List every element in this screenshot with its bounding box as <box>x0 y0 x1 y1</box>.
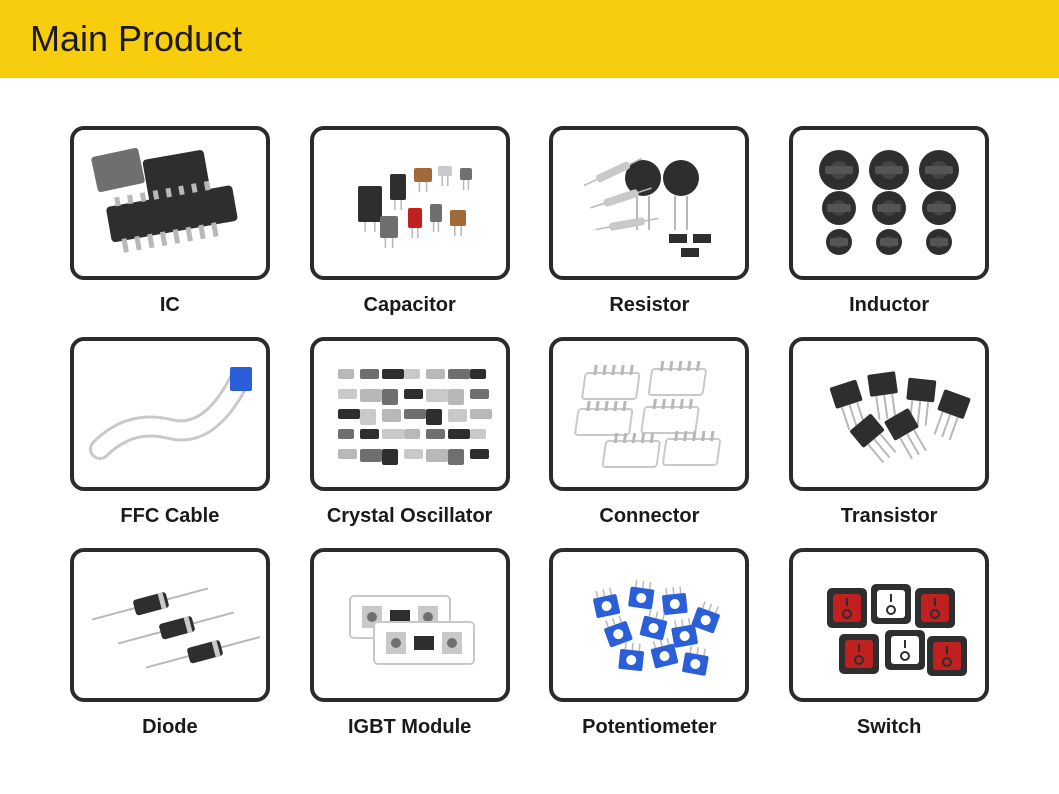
product-label-ffc-cable: FFC Cable <box>120 505 219 528</box>
product-cell-igbt-module: IGBT Module <box>308 548 512 739</box>
product-label-igbt-module: IGBT Module <box>348 716 471 739</box>
product-label-connector: Connector <box>599 505 699 528</box>
crystal-oscillator-icon <box>320 349 500 479</box>
product-label-inductor: Inductor <box>849 294 929 317</box>
product-label-diode: Diode <box>142 716 198 739</box>
switch-icon <box>799 560 979 690</box>
product-cell-ic: IC <box>68 126 272 317</box>
resistor-icon <box>559 138 739 268</box>
product-grid: IC Capacitor Resistor Inductor <box>0 78 1059 759</box>
transistor-icon <box>799 349 979 479</box>
product-cell-potentiometer: Potentiometer <box>548 548 752 739</box>
product-card-capacitor[interactable] <box>310 126 510 280</box>
product-cell-capacitor: Capacitor <box>308 126 512 317</box>
product-label-transistor: Transistor <box>841 505 938 528</box>
product-card-transistor[interactable] <box>789 337 989 491</box>
product-card-crystal-oscillator[interactable] <box>310 337 510 491</box>
product-label-switch: Switch <box>857 716 921 739</box>
product-card-diode[interactable] <box>70 548 270 702</box>
page-title: Main Product <box>30 18 1029 60</box>
product-cell-inductor: Inductor <box>787 126 991 317</box>
product-card-ffc-cable[interactable] <box>70 337 270 491</box>
ffc-cable-icon <box>80 349 260 479</box>
product-label-potentiometer: Potentiometer <box>582 716 716 739</box>
connector-icon <box>559 349 739 479</box>
product-label-capacitor: Capacitor <box>364 294 456 317</box>
product-cell-switch: Switch <box>787 548 991 739</box>
product-cell-diode: Diode <box>68 548 272 739</box>
potentiometer-icon <box>559 560 739 690</box>
product-cell-resistor: Resistor <box>548 126 752 317</box>
capacitor-icon <box>320 138 500 268</box>
product-label-resistor: Resistor <box>609 294 689 317</box>
product-card-ic[interactable] <box>70 126 270 280</box>
ic-icon <box>80 138 260 268</box>
inductor-icon <box>799 138 979 268</box>
product-label-ic: IC <box>160 294 180 317</box>
product-cell-crystal-oscillator: Crystal Oscillator <box>308 337 512 528</box>
product-cell-connector: Connector <box>548 337 752 528</box>
product-card-potentiometer[interactable] <box>549 548 749 702</box>
page-header: Main Product <box>0 0 1059 78</box>
product-card-inductor[interactable] <box>789 126 989 280</box>
igbt-module-icon <box>320 560 500 690</box>
product-card-igbt-module[interactable] <box>310 548 510 702</box>
diode-icon <box>80 560 260 690</box>
product-card-resistor[interactable] <box>549 126 749 280</box>
product-label-crystal-oscillator: Crystal Oscillator <box>327 505 493 528</box>
product-cell-ffc-cable: FFC Cable <box>68 337 272 528</box>
product-card-connector[interactable] <box>549 337 749 491</box>
product-card-switch[interactable] <box>789 548 989 702</box>
product-cell-transistor: Transistor <box>787 337 991 528</box>
